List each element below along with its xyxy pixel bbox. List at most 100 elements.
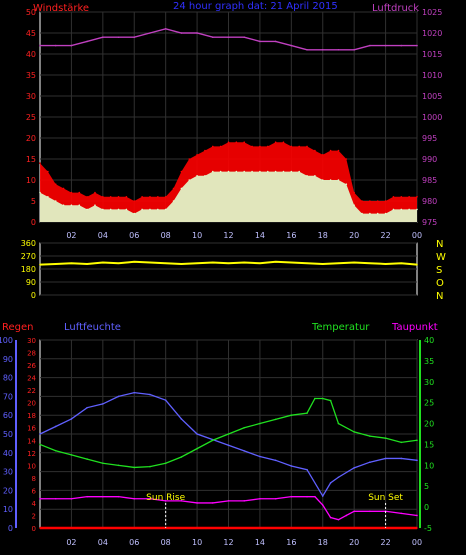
point-Luftdruck (306, 49, 308, 51)
point-Taupunkt (133, 497, 136, 500)
point-gust (384, 212, 387, 215)
point-direction (227, 262, 230, 265)
point-Windstärke (274, 141, 277, 143)
point-gust (400, 208, 403, 211)
point-Windstärke (133, 200, 136, 202)
point-Regen (39, 527, 41, 529)
humidity-tick-label: 20 (3, 486, 13, 495)
point-Temperatur (180, 456, 183, 458)
point-Temperatur (149, 465, 151, 468)
point-Windstärke (329, 149, 332, 152)
pressure-tick-label: 1000 (422, 113, 442, 122)
temperature-tick-label: 10 (424, 461, 434, 470)
point-Temperatur (133, 466, 136, 469)
point-direction (102, 261, 104, 264)
point-Luftfeuchte (384, 457, 387, 460)
point-Windstärke (157, 196, 159, 198)
point-gust (94, 204, 96, 206)
rain-tick-label: 26 (27, 362, 36, 370)
climate-panel-series (39, 391, 418, 530)
point-gust (109, 208, 112, 211)
point-Luftfeuchte (290, 465, 293, 467)
point-Temperatur (314, 397, 316, 400)
point-gust (274, 170, 277, 173)
point-Windstärke (400, 196, 403, 198)
point-Luftdruck (39, 44, 41, 47)
point-gust (47, 196, 49, 198)
humidity-tick-label: 50 (3, 430, 13, 439)
point-gust (157, 208, 159, 211)
point-Windstärke (235, 141, 238, 143)
point-Windstärke (117, 196, 120, 198)
direction-panel-series (39, 260, 418, 266)
point-gust (392, 208, 395, 211)
point-Temperatur (70, 454, 73, 456)
point-Taupunkt (329, 516, 332, 519)
point-Windstärke (94, 191, 96, 194)
series-gust-area (40, 171, 417, 222)
temperature-axis-title: Temperatur (311, 322, 370, 333)
point-Luftdruck (117, 36, 120, 38)
pressure-tick-label: 1020 (422, 29, 442, 38)
point-Luftdruck (369, 44, 371, 47)
climate-x-tick-label: 12 (223, 538, 233, 547)
point-gust (219, 170, 222, 173)
humidity-tick-label: 10 (3, 505, 13, 514)
point-Windstärke (345, 158, 348, 160)
humidity-tick-label: 90 (3, 355, 13, 364)
point-Taupunkt (164, 500, 167, 502)
point-Luftfeuchte (86, 406, 88, 409)
point-gust (298, 170, 300, 173)
direction-tick-label: 360 (21, 239, 36, 248)
humidity-tick-label: 0 (8, 524, 13, 533)
point-Luftfeuchte (180, 418, 183, 420)
point-Taupunkt (227, 500, 230, 502)
point-Temperatur (274, 418, 277, 421)
climate-x-tick-label: 16 (286, 538, 296, 547)
point-Taupunkt (400, 512, 403, 515)
point-gust (62, 204, 65, 206)
point-gust (321, 179, 324, 181)
point-gust (164, 208, 167, 211)
point-Windstärke (266, 145, 269, 148)
point-gust (266, 170, 269, 173)
point-direction (337, 262, 340, 265)
point-Windstärke (78, 191, 81, 194)
wind-panel-ticks: 0510152025303540455097598098599099510001… (26, 8, 443, 240)
rain-axis-title: Regen (2, 322, 34, 333)
point-gust (188, 179, 191, 181)
point-gust (314, 175, 316, 177)
point-Luftdruck (400, 44, 403, 47)
point-Temperatur (196, 447, 198, 450)
point-Luftfeuchte (133, 391, 136, 394)
wind-tick-label: 45 (26, 29, 36, 38)
point-Windstärke (298, 145, 300, 148)
point-Windstärke (125, 196, 128, 198)
point-Windstärke (376, 200, 379, 202)
point-Luftfeuchte (243, 450, 246, 452)
point-gust (290, 170, 293, 173)
point-Luftfeuchte (321, 495, 324, 497)
point-Windstärke (337, 149, 340, 152)
point-Windstärke (188, 158, 191, 160)
point-Windstärke (416, 196, 418, 198)
humidity-tick-label: 40 (3, 449, 13, 458)
rain-tick-label: 0 (32, 525, 36, 533)
point-Luftdruck (321, 49, 324, 51)
humidity-tick-label: 60 (3, 411, 13, 420)
point-gust (125, 208, 128, 211)
point-direction (164, 262, 167, 265)
wind-x-tick-label: 20 (349, 231, 359, 240)
point-Luftfeuchte (416, 459, 418, 462)
point-Regen (416, 527, 418, 529)
point-Luftfeuchte (117, 395, 120, 398)
direction-tick-label: 180 (21, 265, 36, 274)
wind-panel-series (39, 28, 418, 222)
point-Windstärke (164, 196, 167, 198)
wind-x-tick-label: 16 (286, 231, 296, 240)
rain-tick-label: 2 (32, 512, 36, 520)
wind-tick-label: 5 (31, 197, 36, 206)
point-Luftdruck (243, 36, 246, 38)
climate-x-tick-label: 14 (255, 538, 265, 547)
